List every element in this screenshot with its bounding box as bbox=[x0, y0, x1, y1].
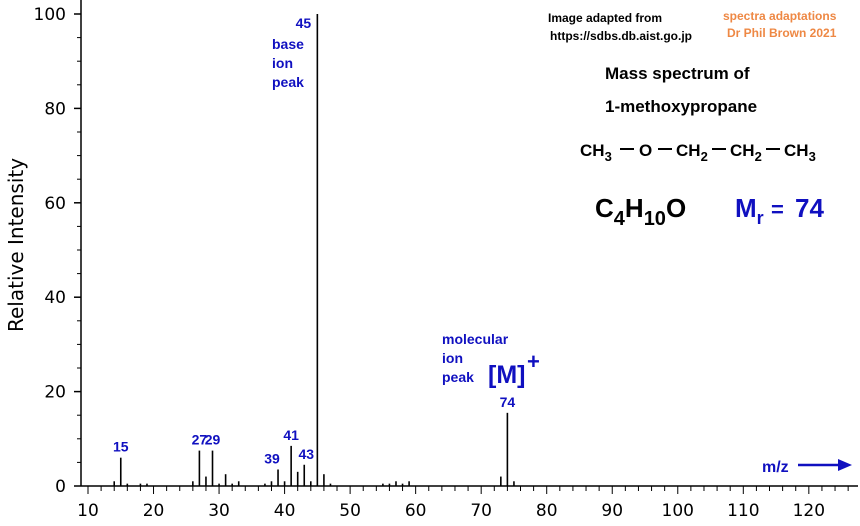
peak-label-43: 43 bbox=[298, 446, 314, 462]
credit-line-2: https://sdbs.db.aist.go.jp bbox=[550, 29, 692, 43]
x-tick-label: 70 bbox=[470, 501, 492, 521]
y-axis-label: Relative Intensity bbox=[4, 158, 28, 332]
peak-label-39: 39 bbox=[264, 450, 280, 466]
peak-label-27: 27 bbox=[192, 432, 208, 448]
mz-axis-arrow: m/z bbox=[762, 459, 852, 476]
x-tick-label: 50 bbox=[339, 501, 361, 521]
mr-value: 74 bbox=[795, 193, 824, 223]
x-tick-label: 120 bbox=[793, 501, 825, 521]
title-line-2: 1-methoxypropane bbox=[605, 97, 757, 116]
arrow-head-icon bbox=[838, 459, 852, 471]
title-line-1: Mass spectrum of bbox=[605, 64, 750, 83]
base-peak-annotation: base ion peak bbox=[272, 36, 304, 90]
x-tick-label: 100 bbox=[662, 501, 694, 521]
molecular-peak-word-2: ion bbox=[442, 350, 463, 366]
molecular-peak-word-1: molecular bbox=[442, 331, 509, 347]
x-tick-label: 40 bbox=[274, 501, 296, 521]
peak-label-29: 29 bbox=[205, 432, 221, 448]
author-line-1: spectra adaptations bbox=[723, 9, 837, 23]
x-tick-label: 10 bbox=[77, 501, 99, 521]
molecular-formula: C4H10O bbox=[595, 193, 686, 230]
x-tick-label: 110 bbox=[727, 501, 759, 521]
molecular-ion-symbol: [M] bbox=[488, 361, 525, 389]
ch2-group-1: CH2 bbox=[676, 141, 708, 164]
author-line-2: Dr Phil Brown 2021 bbox=[727, 26, 837, 40]
peak-label-15: 15 bbox=[113, 439, 129, 455]
base-peak-word-3: peak bbox=[272, 74, 304, 90]
x-tick-label: 20 bbox=[143, 501, 165, 521]
x-tick-label: 30 bbox=[208, 501, 230, 521]
axis-ticks: 0 20 40 60 80 100 10 20 30 40 50 60 70 80 90 100 110 120 bbox=[34, 5, 849, 521]
structural-formula: CH3 O CH2 CH2 CH3 bbox=[580, 141, 816, 164]
x-axis-label: m/z bbox=[762, 459, 789, 476]
y-tick-label: 60 bbox=[44, 194, 66, 214]
ch3-group: CH3 bbox=[580, 141, 612, 164]
y-tick-label: 0 bbox=[55, 477, 66, 497]
y-tick-label: 20 bbox=[44, 383, 66, 403]
peak-bars bbox=[113, 14, 515, 486]
relative-molecular-mass: Mr = 74 bbox=[735, 193, 824, 228]
x-tick-label: 60 bbox=[405, 501, 427, 521]
molecular-peak-annotation: molecular ion peak [M] + bbox=[442, 331, 540, 389]
y-tick-label: 80 bbox=[44, 99, 66, 119]
mr-symbol: Mr bbox=[735, 193, 764, 228]
x-tick-label: 90 bbox=[601, 501, 623, 521]
molecular-ion-charge: + bbox=[527, 349, 540, 374]
peak-label-45: 45 bbox=[296, 15, 312, 31]
ch3-group-2: CH3 bbox=[784, 141, 816, 164]
mr-equals: = bbox=[771, 197, 784, 222]
x-tick-label: 80 bbox=[536, 501, 558, 521]
y-tick-label: 40 bbox=[44, 288, 66, 308]
base-peak-word-1: base bbox=[272, 36, 304, 52]
peak-label-74: 74 bbox=[500, 394, 516, 410]
formula-text: C4H10O bbox=[595, 193, 686, 230]
peak-label-41: 41 bbox=[283, 427, 299, 443]
credit-line-1: Image adapted from bbox=[548, 11, 662, 25]
molecular-peak-word-3: peak bbox=[442, 369, 474, 385]
base-peak-word-2: ion bbox=[272, 55, 293, 71]
y-tick-label: 100 bbox=[34, 5, 66, 25]
oxygen-atom: O bbox=[639, 141, 652, 160]
ch2-group-2: CH2 bbox=[730, 141, 762, 164]
